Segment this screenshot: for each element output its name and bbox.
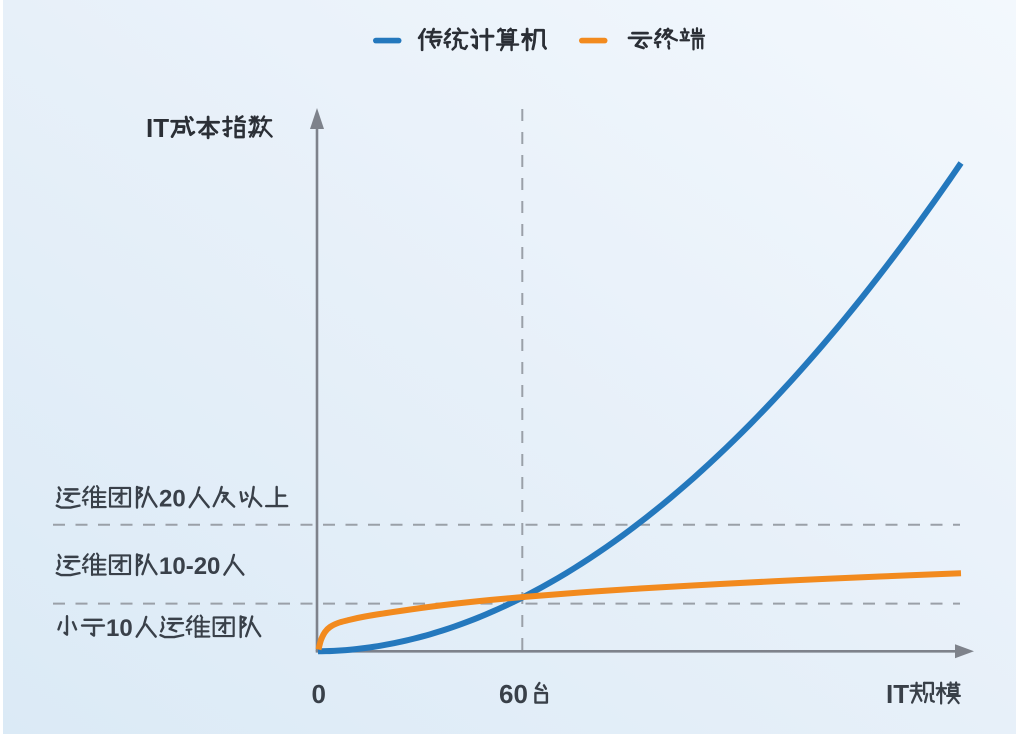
svg-text:10-20: 10-20 — [159, 553, 220, 580]
svg-text:IT: IT — [146, 113, 169, 143]
svg-text:10: 10 — [106, 615, 133, 642]
svg-text:0: 0 — [312, 679, 326, 709]
svg-text:IT: IT — [886, 679, 909, 709]
svg-text:60: 60 — [499, 679, 528, 709]
svg-text:20: 20 — [159, 486, 186, 513]
